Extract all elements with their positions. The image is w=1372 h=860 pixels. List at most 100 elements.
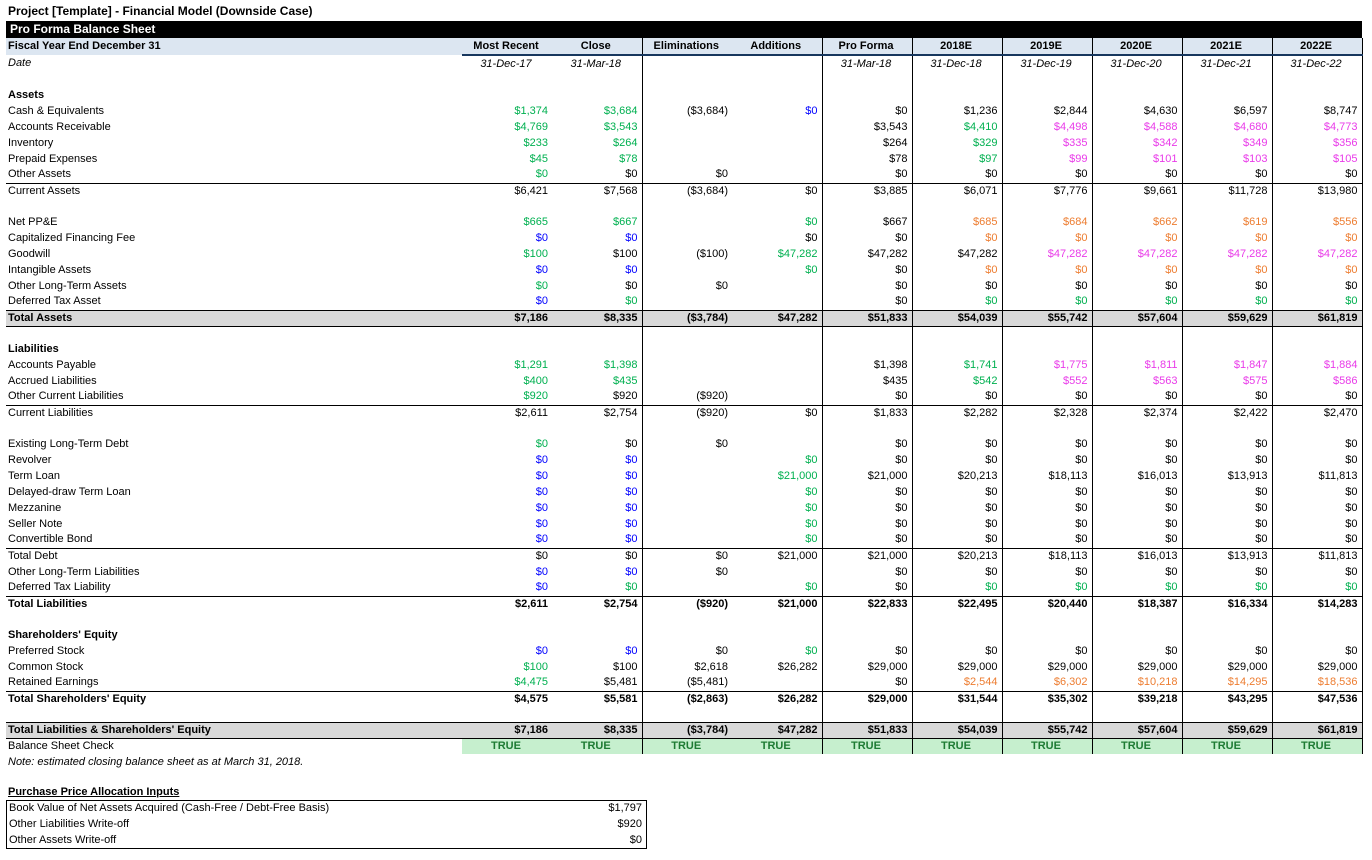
cell[interactable] [732, 135, 822, 151]
cell[interactable] [552, 199, 642, 214]
cell[interactable] [552, 326, 642, 341]
cell[interactable]: $0 [1181, 294, 1272, 310]
cell[interactable]: $61,819 [1271, 309, 1363, 327]
cell[interactable]: TRUE [1181, 738, 1272, 754]
cell[interactable]: $0 [1091, 278, 1182, 294]
cell[interactable]: $6,302 [1001, 675, 1092, 691]
cell[interactable]: $0 [1271, 389, 1363, 405]
cell[interactable] [732, 389, 822, 405]
cell[interactable]: $342 [1091, 135, 1182, 151]
cell[interactable] [1271, 707, 1363, 722]
cell[interactable]: $0 [535, 469, 548, 482]
cell[interactable]: $2,544 [911, 675, 1002, 691]
cell[interactable]: $4,769 [514, 120, 548, 133]
cell[interactable]: $2,754 [552, 595, 642, 612]
cell[interactable]: $0 [911, 230, 1002, 246]
cell[interactable] [552, 421, 642, 436]
cell[interactable]: $1,811 [1091, 357, 1182, 373]
cell[interactable]: $0 [625, 501, 638, 514]
cell[interactable] [911, 87, 1002, 103]
cell[interactable]: $0 [911, 452, 1002, 468]
cell[interactable] [732, 436, 822, 452]
cell[interactable]: $1,398 [603, 358, 638, 371]
cell[interactable]: $0 [625, 565, 638, 578]
cell[interactable]: $0 [535, 565, 548, 578]
row-label[interactable]: Inventory [8, 136, 54, 149]
cell[interactable] [821, 627, 912, 643]
column-header[interactable]: Most Recent [462, 38, 552, 56]
cell[interactable]: $400 [523, 374, 548, 387]
cell[interactable]: $13,913 [1181, 547, 1272, 564]
cell[interactable] [1091, 326, 1182, 341]
cell[interactable]: $0 [911, 643, 1002, 659]
cell[interactable] [1001, 87, 1092, 103]
cell[interactable]: $7,776 [1001, 182, 1092, 199]
row-label[interactable]: Convertible Bond [8, 533, 93, 546]
cell[interactable]: $0 [1091, 484, 1182, 500]
cell[interactable]: $18,536 [1271, 675, 1363, 691]
cell[interactable]: $18,113 [1001, 468, 1092, 484]
cell[interactable]: $0 [625, 469, 638, 482]
cell[interactable]: $4,410 [911, 119, 1002, 135]
cell[interactable] [1181, 72, 1272, 87]
cell[interactable]: $18,113 [1001, 547, 1092, 564]
cell[interactable] [1271, 199, 1363, 214]
cell[interactable]: $0 [821, 262, 912, 278]
cell[interactable]: $0 [821, 436, 912, 452]
cell[interactable] [462, 87, 552, 103]
cell[interactable]: $78 [619, 152, 638, 165]
cell[interactable] [641, 326, 732, 341]
row-label[interactable]: Existing Long-Term Debt [8, 437, 129, 450]
cell[interactable] [1271, 72, 1363, 87]
cell[interactable]: $0 [1271, 484, 1363, 500]
cell[interactable] [732, 373, 822, 389]
cell[interactable]: ($3,684) [641, 182, 732, 199]
column-header[interactable]: 2019E [1001, 38, 1092, 56]
ppa-row-label[interactable]: Book Value of Net Assets Acquired (Cash-… [9, 802, 330, 815]
cell[interactable] [1091, 421, 1182, 436]
cell[interactable] [462, 199, 552, 214]
cell[interactable]: $0 [821, 500, 912, 516]
ppa-row-value[interactable]: $0 [629, 833, 642, 846]
cell[interactable]: $0 [641, 278, 732, 294]
cell[interactable]: $0 [911, 167, 1002, 183]
cell[interactable]: $435 [613, 374, 638, 387]
row-label[interactable]: Liabilities [8, 342, 59, 355]
cell[interactable]: $0 [732, 182, 822, 199]
cell[interactable]: $0 [821, 484, 912, 500]
cell[interactable]: $0 [625, 485, 638, 498]
cell[interactable]: $16,013 [1091, 547, 1182, 564]
cell[interactable]: $16,334 [1181, 595, 1272, 612]
cell[interactable] [1181, 421, 1272, 436]
cell[interactable]: $18,387 [1091, 595, 1182, 612]
cell[interactable] [641, 199, 732, 214]
row-label[interactable] [6, 72, 462, 87]
cell[interactable]: $29,000 [821, 659, 912, 675]
column-header[interactable]: Pro Forma [821, 38, 912, 56]
cell[interactable]: $2,611 [462, 404, 552, 421]
ppa-row-value[interactable]: $920 [617, 818, 642, 830]
cell[interactable]: $29,000 [911, 659, 1002, 675]
cell[interactable]: $0 [535, 533, 548, 546]
cell[interactable]: $39,218 [1091, 690, 1182, 707]
cell[interactable]: $55,742 [1001, 721, 1092, 739]
cell[interactable]: $0 [805, 517, 818, 530]
date-cell[interactable]: 31-Dec-20 [1091, 55, 1182, 72]
cell[interactable] [1001, 612, 1092, 627]
cell[interactable]: $21,000 [777, 469, 818, 482]
cell[interactable] [641, 627, 732, 643]
cell[interactable]: $14,295 [1181, 675, 1272, 691]
cell[interactable] [821, 421, 912, 436]
cell[interactable]: $0 [821, 230, 912, 246]
row-label[interactable]: Other Assets [8, 168, 71, 181]
cell[interactable] [641, 612, 732, 627]
ppa-row-value[interactable]: $1,797 [608, 802, 642, 815]
row-label[interactable] [6, 707, 462, 722]
cell[interactable]: $4,773 [1271, 119, 1363, 135]
cell[interactable] [552, 87, 642, 103]
cell[interactable] [821, 199, 912, 214]
cell[interactable]: TRUE [911, 738, 1002, 754]
cell[interactable]: $78 [821, 151, 912, 167]
cell[interactable]: $59,629 [1181, 721, 1272, 739]
date-cell[interactable] [732, 55, 822, 72]
